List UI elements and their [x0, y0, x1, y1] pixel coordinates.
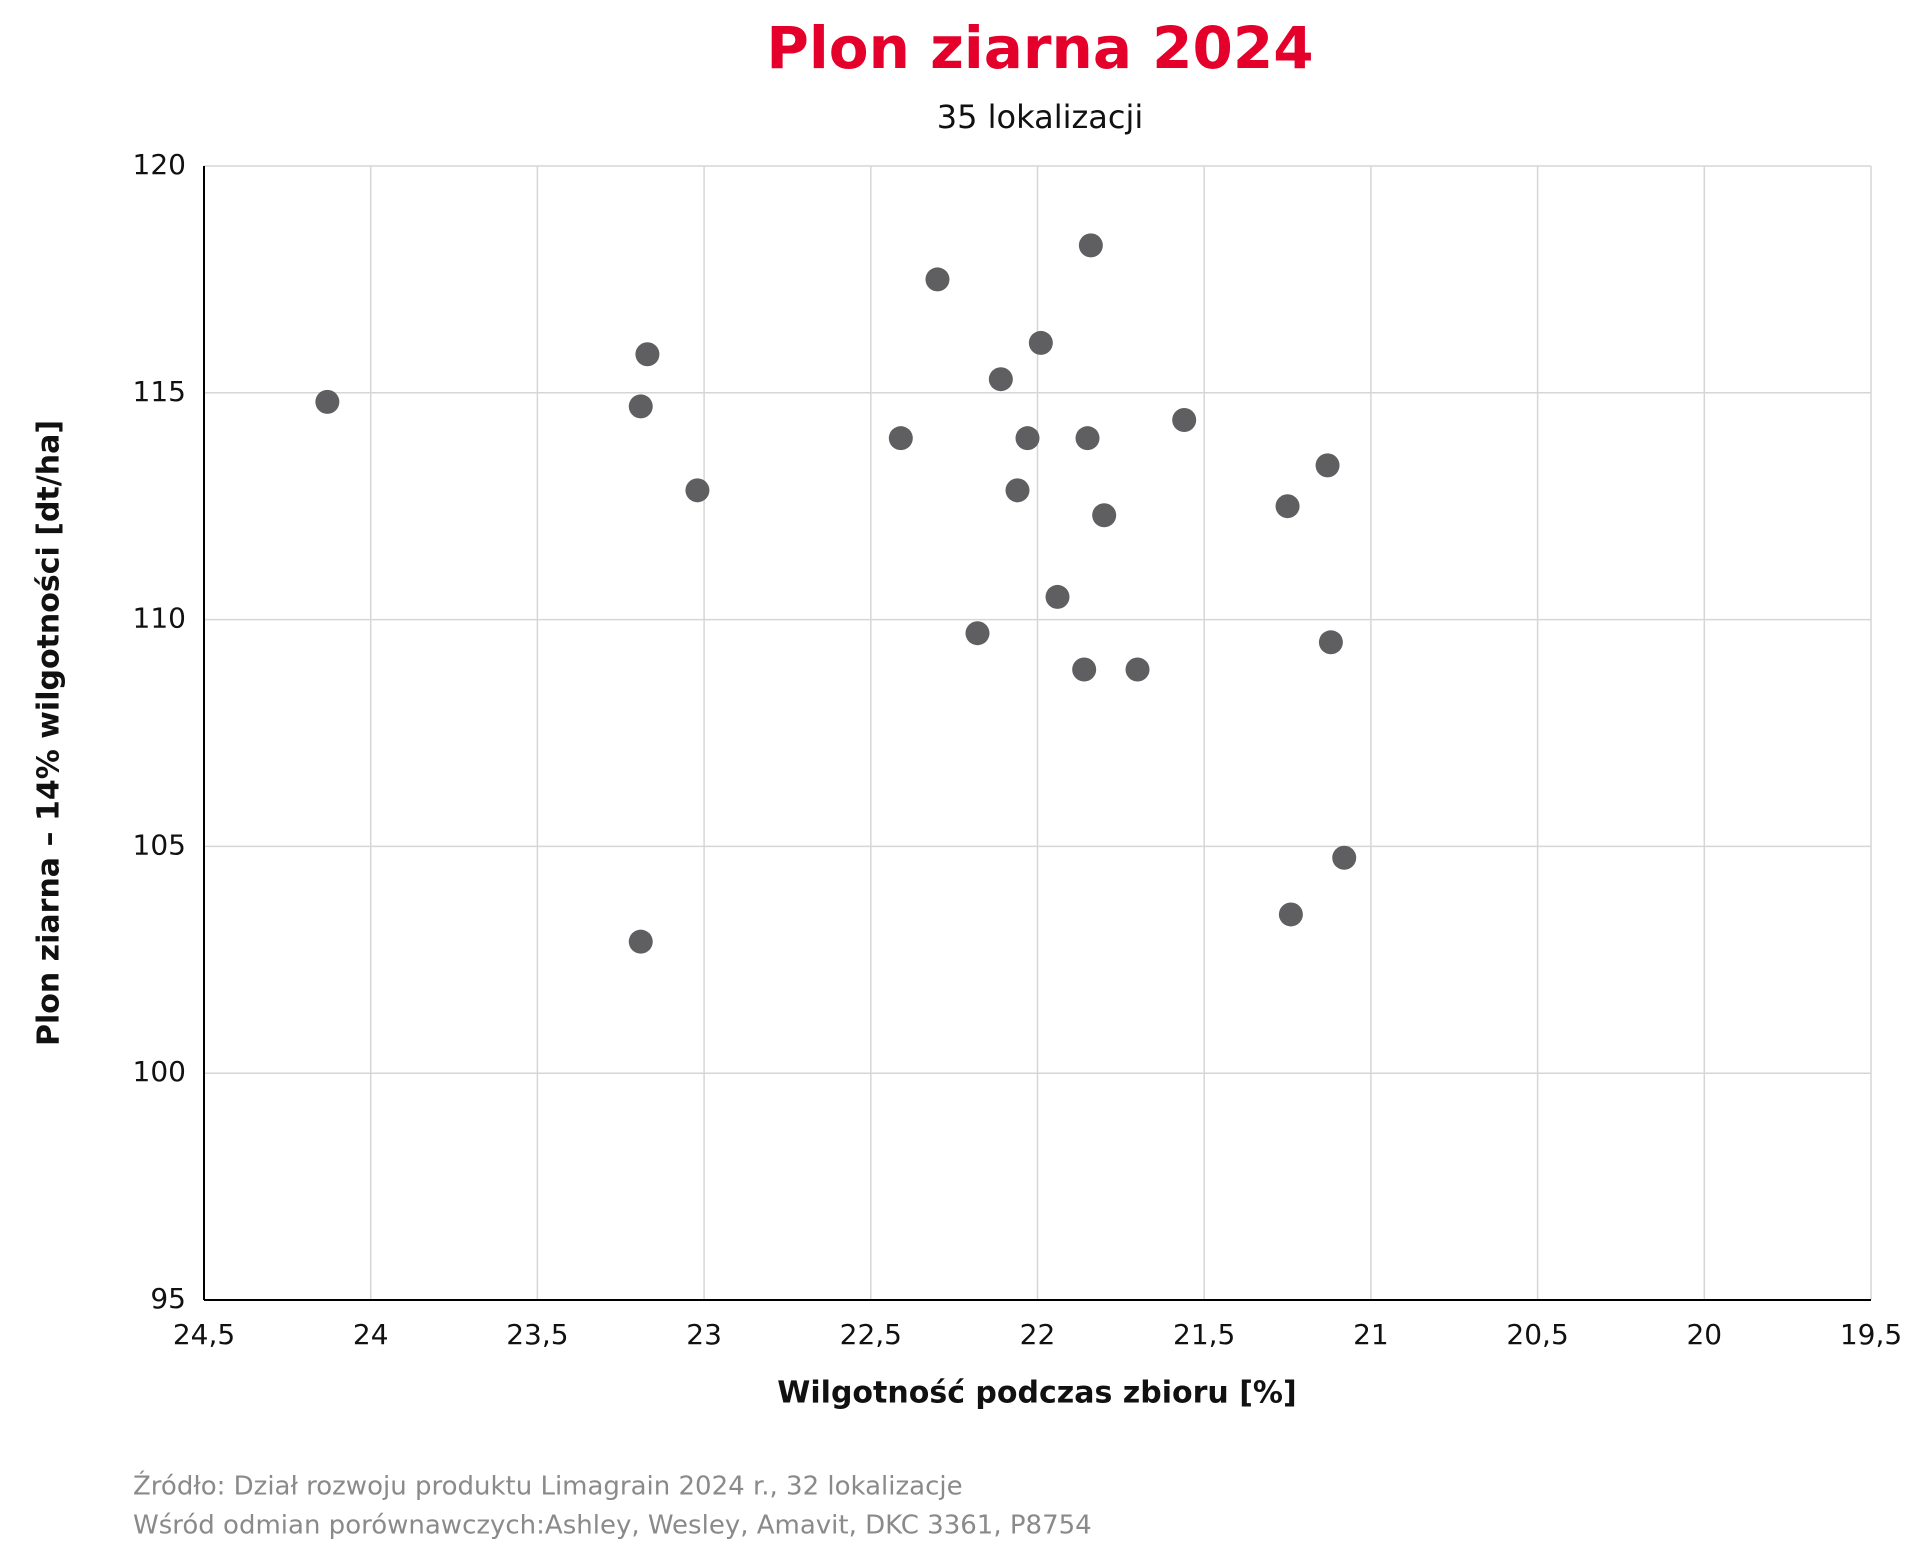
y-tick-label: 110	[133, 602, 186, 635]
x-tick-label: 24,5	[173, 1318, 235, 1351]
y-tick-label: 115	[133, 375, 186, 408]
footnote: Wśród odmian porównawczych:Ashley, Wesle…	[133, 1511, 1092, 1541]
x-axis-label: Wilgotność podczas zbioru [%]	[777, 1376, 1296, 1411]
point	[1275, 494, 1300, 519]
point	[628, 929, 653, 954]
point	[965, 621, 990, 646]
x-tick-label: 22,5	[840, 1318, 902, 1351]
point	[1332, 845, 1357, 870]
x-tick-label: 20,5	[1506, 1318, 1568, 1351]
point	[1125, 657, 1150, 682]
point	[1318, 630, 1343, 655]
point	[628, 394, 653, 419]
point	[1075, 426, 1100, 451]
y-tick-label: 105	[133, 828, 186, 861]
x-tick-label: 22	[1020, 1318, 1056, 1351]
point	[1045, 584, 1070, 609]
point	[1005, 478, 1030, 503]
y-tick-label: 120	[133, 148, 186, 181]
chart-subtitle: 35 lokalizacji	[937, 98, 1144, 136]
point	[1072, 657, 1097, 682]
point	[1172, 408, 1197, 433]
footnote: Źródło: Dział rozwoju produktu Limagrain…	[133, 1470, 963, 1502]
x-tick-label: 23,5	[506, 1318, 568, 1351]
x-tick-label: 24	[353, 1318, 389, 1351]
x-tick-label: 21,5	[1173, 1318, 1235, 1351]
point	[1278, 902, 1303, 927]
x-tick-label: 23	[686, 1318, 722, 1351]
point	[925, 267, 950, 292]
point	[1028, 330, 1053, 355]
y-tick-label: 100	[133, 1055, 186, 1088]
x-tick-label: 20	[1686, 1318, 1722, 1351]
point	[685, 478, 710, 503]
y-tick-label: 95	[150, 1282, 186, 1315]
point	[888, 426, 913, 451]
point	[1078, 233, 1103, 258]
point	[1092, 503, 1117, 528]
point	[315, 389, 340, 414]
point	[1315, 453, 1340, 478]
y-axis-label: Plon ziarna – 14% wilgotności [dt/ha]	[32, 420, 67, 1046]
point	[1015, 426, 1040, 451]
point	[988, 367, 1013, 392]
x-tick-label: 21	[1353, 1318, 1389, 1351]
x-tick-label: 19,5	[1840, 1318, 1902, 1351]
chart-title: Plon ziarna 2024	[766, 14, 1313, 82]
point	[635, 342, 660, 367]
